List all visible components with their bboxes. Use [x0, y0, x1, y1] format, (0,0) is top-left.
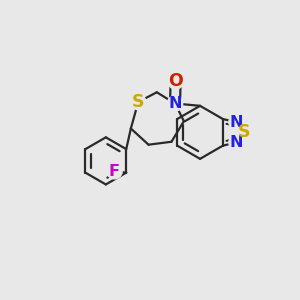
Text: S: S	[132, 93, 145, 111]
Text: N: N	[230, 135, 243, 150]
Circle shape	[130, 94, 146, 110]
Circle shape	[167, 96, 183, 111]
Circle shape	[229, 135, 244, 150]
Circle shape	[107, 164, 122, 179]
Text: S: S	[238, 123, 250, 141]
Text: F: F	[109, 164, 120, 179]
Circle shape	[237, 125, 252, 140]
Text: O: O	[168, 72, 183, 90]
Circle shape	[168, 74, 183, 89]
Text: N: N	[230, 115, 243, 130]
Text: N: N	[168, 96, 182, 111]
Circle shape	[229, 115, 244, 130]
